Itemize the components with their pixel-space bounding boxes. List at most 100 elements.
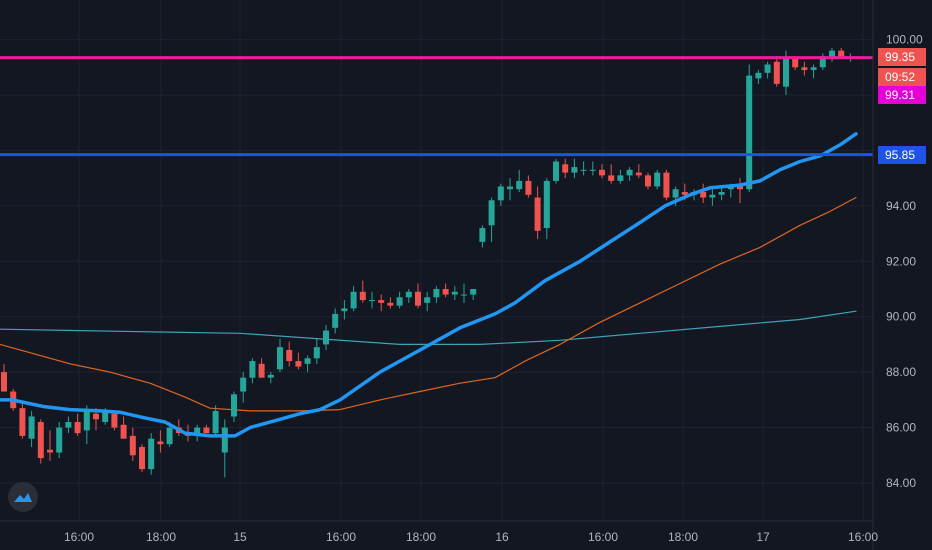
- candle-body: [258, 363, 265, 378]
- candle: [295, 352, 302, 370]
- candle-body: [534, 197, 541, 231]
- candle: [553, 158, 559, 184]
- candle-body: [773, 61, 780, 84]
- candle: [810, 64, 817, 79]
- candle-body: [663, 172, 670, 198]
- moving-average-fast: [0, 132, 858, 438]
- y-tick-label: 92.00: [886, 254, 916, 268]
- candle-body: [783, 58, 789, 87]
- candle-body: [74, 422, 81, 434]
- candle-body: [129, 435, 136, 456]
- candle: [359, 280, 366, 303]
- candle-body: [19, 408, 26, 436]
- candle-body: [332, 313, 339, 328]
- candle-body: [497, 186, 504, 201]
- y-tick-label: 88.00: [886, 365, 916, 379]
- candle-body: [221, 427, 228, 453]
- candle-body: [359, 291, 366, 301]
- candle-body: [304, 358, 311, 364]
- candle: [773, 56, 780, 87]
- candle: [378, 294, 385, 312]
- candle: [369, 291, 375, 309]
- time-axis[interactable]: 16:00 18:00 15 16:00 18:00 16 16:00 18:00 17 16:0…: [64, 530, 878, 544]
- candle-body: [654, 172, 661, 187]
- grid: [0, 0, 873, 521]
- line-price-label: 99.31: [878, 86, 926, 104]
- candle: [737, 178, 743, 204]
- x-tick-label: 16: [495, 530, 509, 544]
- candle-body: [617, 175, 624, 181]
- candle: [479, 225, 486, 248]
- candle: [341, 300, 348, 320]
- candle: [700, 183, 707, 204]
- bar-countdown-label: 09:52: [878, 68, 926, 86]
- candle-body: [323, 330, 329, 345]
- candle-body: [838, 50, 845, 59]
- candle: [139, 444, 145, 472]
- candle: [746, 64, 753, 192]
- candle-body: [755, 72, 762, 79]
- moving-average-slow: [0, 310, 857, 345]
- price-axis[interactable]: 84.0086.0088.0090.0092.0094.0096.0098.00…: [886, 33, 923, 490]
- candle: [286, 341, 293, 367]
- x-tick-label: 17: [756, 530, 770, 544]
- candle-body: [700, 191, 707, 198]
- candle-body: [65, 422, 72, 428]
- candle-body: [589, 169, 596, 171]
- candle-body: [295, 361, 302, 367]
- candle: [718, 186, 725, 201]
- candle-body: [203, 427, 210, 434]
- candle: [589, 161, 596, 176]
- candle-body: [461, 294, 467, 296]
- candle-body: [626, 169, 633, 176]
- candle: [258, 358, 265, 378]
- x-tick-label: 16:00: [64, 530, 94, 544]
- candle-body: [212, 410, 219, 434]
- candle-body: [37, 422, 44, 459]
- candle-body: [746, 75, 753, 190]
- candle-body: [819, 56, 826, 68]
- candle-body: [645, 175, 651, 187]
- candle: [231, 391, 237, 423]
- candle: [534, 186, 541, 240]
- x-tick-label: 16:00: [326, 530, 356, 544]
- horizontal-lines[interactable]: [0, 56, 873, 157]
- candle: [755, 70, 762, 84]
- candle-body: [718, 191, 725, 195]
- x-tick-label: 18:00: [668, 530, 698, 544]
- candle-body: [313, 347, 320, 359]
- candle: [396, 291, 403, 309]
- candle-body: [415, 291, 421, 306]
- candle: [801, 61, 808, 76]
- x-tick-label: 16:00: [848, 530, 878, 544]
- candle-body: [580, 169, 587, 171]
- x-tick-label: 16:00: [588, 530, 618, 544]
- candle: [304, 355, 311, 373]
- candle-body: [166, 427, 173, 445]
- candle: [277, 338, 283, 373]
- candle: [819, 53, 826, 71]
- candle: [497, 183, 504, 206]
- candle-body: [83, 410, 90, 431]
- candle: [571, 158, 578, 179]
- candle: [37, 419, 44, 464]
- y-tick-label: 86.00: [886, 421, 916, 435]
- candle-body: [286, 349, 293, 362]
- candle: [157, 430, 164, 453]
- candle-body: [672, 189, 679, 198]
- tradingview-logo-icon[interactable]: [8, 482, 38, 512]
- candle: [47, 430, 53, 461]
- candle-body: [829, 50, 835, 59]
- x-tick-label: 18:00: [146, 530, 176, 544]
- candle: [451, 286, 458, 301]
- candle: [221, 419, 228, 478]
- candle: [28, 410, 35, 447]
- candle-body: [571, 167, 578, 173]
- x-tick-label: 15: [233, 530, 247, 544]
- candle-body: [148, 438, 155, 470]
- candle: [562, 158, 569, 179]
- candle-body: [249, 361, 256, 378]
- candle: [516, 169, 523, 192]
- candle: [608, 164, 615, 184]
